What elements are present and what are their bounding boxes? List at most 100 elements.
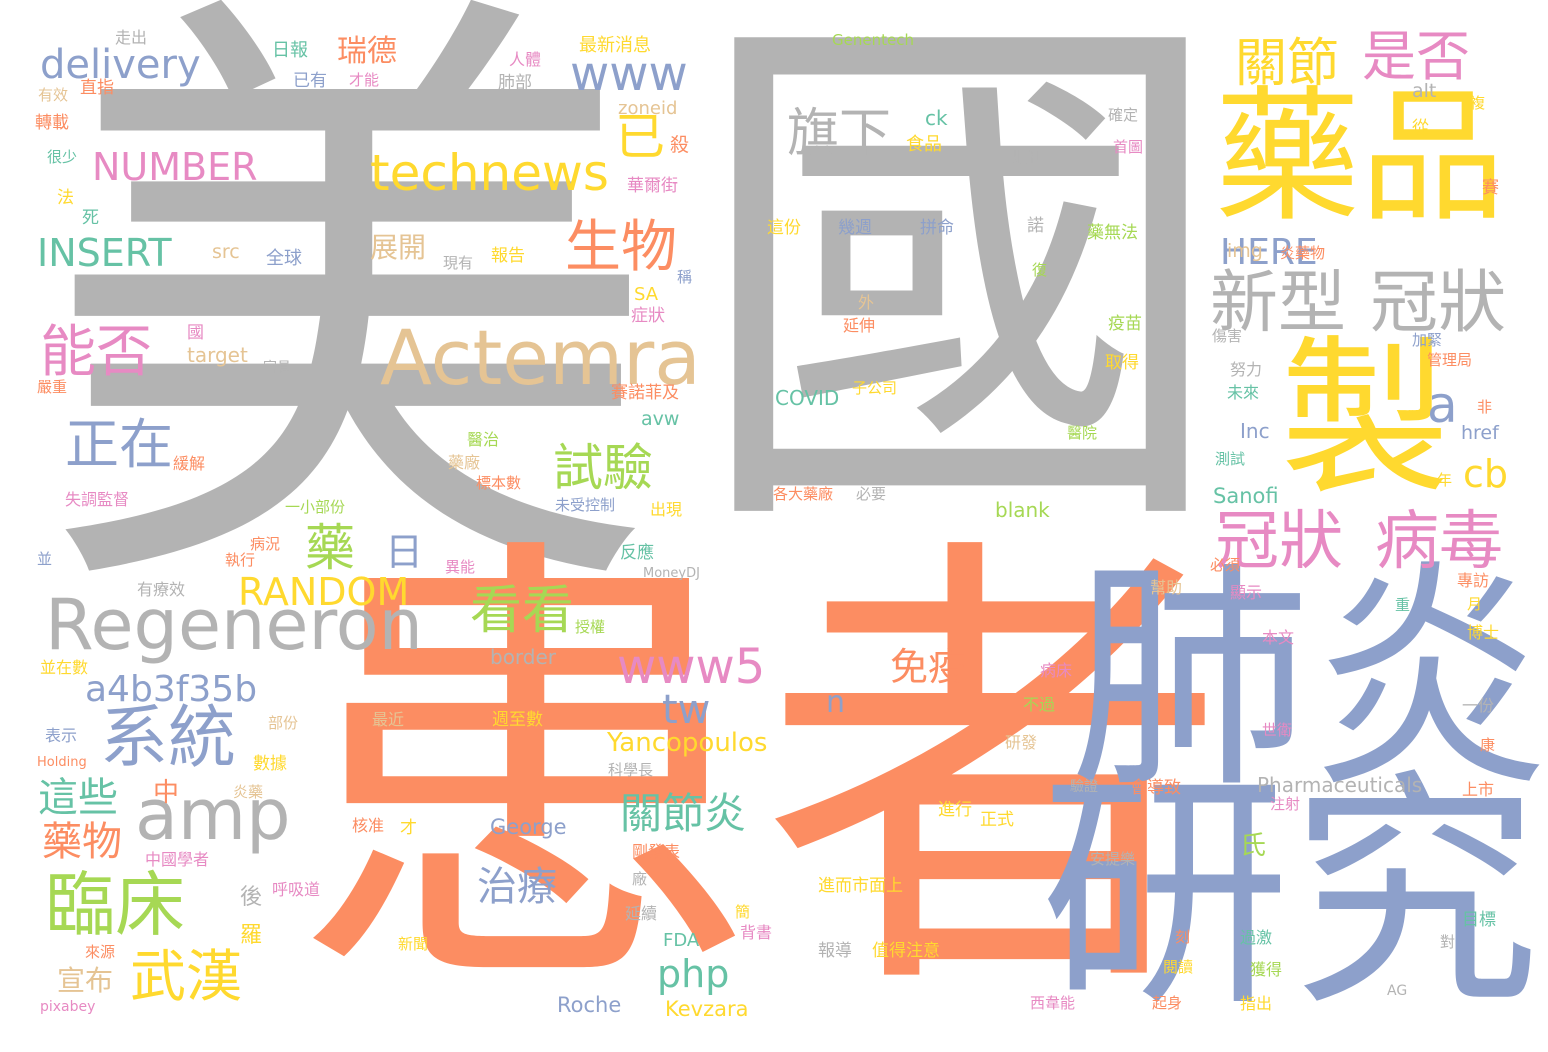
word: 標本數 [476, 474, 522, 492]
word: 生物 [565, 215, 677, 280]
word: 賽 [1482, 178, 1499, 198]
word: 正在 [65, 413, 173, 476]
word: 過激 [1240, 928, 1273, 947]
word: 顯示 [1230, 583, 1263, 602]
word: 治療 [477, 864, 557, 910]
word: 西韋能 [1030, 994, 1076, 1012]
word: 月 [1467, 595, 1483, 613]
word: 宣布 [57, 964, 114, 997]
word: 廠 [632, 870, 648, 888]
word: 最近 [372, 710, 405, 729]
word: 一份 [1462, 696, 1495, 715]
word: 死 [82, 208, 99, 228]
word: 研發 [1005, 733, 1038, 752]
word: 起身 [1152, 994, 1183, 1012]
word: 這些 [38, 775, 118, 821]
word: 展開 [370, 231, 427, 264]
word: 全球 [266, 248, 302, 269]
word: INSERT [37, 231, 172, 275]
word: 醫院 [1067, 424, 1098, 442]
word: 複 [1470, 94, 1486, 112]
word: 數據 [253, 754, 287, 774]
word: 後 [240, 885, 263, 910]
word: border [490, 645, 557, 669]
word: HERE [1220, 232, 1318, 273]
word: 傷害 [1212, 327, 1243, 345]
word: a4b3f35b [85, 669, 258, 710]
word: 冠狀 [1370, 264, 1507, 343]
word: 順利 [1013, 148, 1044, 166]
word: 疫苗 [1108, 314, 1142, 334]
word: 加緊 [1412, 331, 1443, 349]
word: 這份 [767, 218, 801, 238]
word: avw [641, 408, 680, 430]
word: 醫治 [467, 430, 500, 449]
word: 報告 [491, 246, 525, 266]
word: href [1461, 422, 1499, 444]
word: 必要 [856, 485, 887, 503]
word: 未受控制 [555, 496, 616, 514]
word: 已有 [293, 71, 327, 91]
word: 週至數 [492, 710, 543, 730]
word: 武漢 [130, 945, 242, 1010]
word: 研究 [1040, 749, 1540, 1040]
word: Regeneron [45, 584, 423, 666]
word: amp [135, 774, 291, 856]
word: 已 [615, 108, 665, 166]
word: 最新消息 [579, 35, 651, 56]
word: 殺 [670, 134, 690, 156]
word: 幫助 [1150, 578, 1183, 597]
word: a [1427, 376, 1458, 434]
word: 國 [187, 323, 204, 343]
word: 科學長 [608, 761, 654, 779]
word: 日 [385, 530, 424, 574]
word: Genentech [832, 31, 914, 49]
word: 病床 [1040, 661, 1073, 680]
word: 系統 [100, 699, 237, 778]
word: AG [1387, 983, 1408, 999]
word: 未來 [1227, 383, 1260, 402]
word: 延伸 [843, 316, 876, 335]
word: 出現 [650, 500, 683, 519]
word: 閱讀 [1163, 958, 1194, 976]
word: 炎藥物 [1280, 244, 1326, 262]
word: 背書 [740, 923, 773, 942]
word: 能否 [40, 320, 152, 385]
word: ck [925, 106, 948, 130]
word: 必須 [1210, 556, 1241, 574]
word: 藥品 [1215, 73, 1505, 242]
word: George [490, 815, 567, 839]
word: 測試 [1215, 450, 1246, 468]
word: NUMBER [92, 145, 258, 189]
word: 拼命 [920, 218, 954, 238]
word: 一小部份 [285, 498, 346, 516]
word: 表示 [45, 726, 78, 745]
word: img [1227, 240, 1263, 262]
word: 藥 [305, 519, 355, 577]
word: 非 [1477, 398, 1493, 416]
word: 免疫 [890, 645, 967, 689]
word: 專訪 [1457, 571, 1490, 590]
word: 藥物 [42, 819, 122, 865]
word: 子公司 [852, 379, 898, 397]
word: 緩解 [173, 454, 206, 473]
word: 取得 [1105, 353, 1139, 373]
word: 賽諾菲及 [611, 383, 679, 403]
word: 並 [37, 550, 53, 568]
word: COVID [775, 386, 840, 410]
word: 獲得 [1250, 960, 1283, 979]
word: SA [634, 284, 659, 305]
word: zoneid [618, 98, 678, 119]
word: 日報 [272, 40, 308, 61]
word: 藥無法 [1087, 223, 1138, 243]
word: 不過 [1023, 695, 1056, 714]
word: 很少 [47, 148, 78, 166]
word: 剛發表 [632, 842, 681, 861]
word: 人體 [509, 50, 542, 69]
word: 進行 [938, 800, 972, 820]
word: 冠狀 [1215, 505, 1343, 579]
word: 上市 [1462, 780, 1495, 799]
word: target [187, 343, 248, 367]
word: 肺部 [498, 73, 532, 93]
word: 中國學者 [145, 850, 210, 869]
